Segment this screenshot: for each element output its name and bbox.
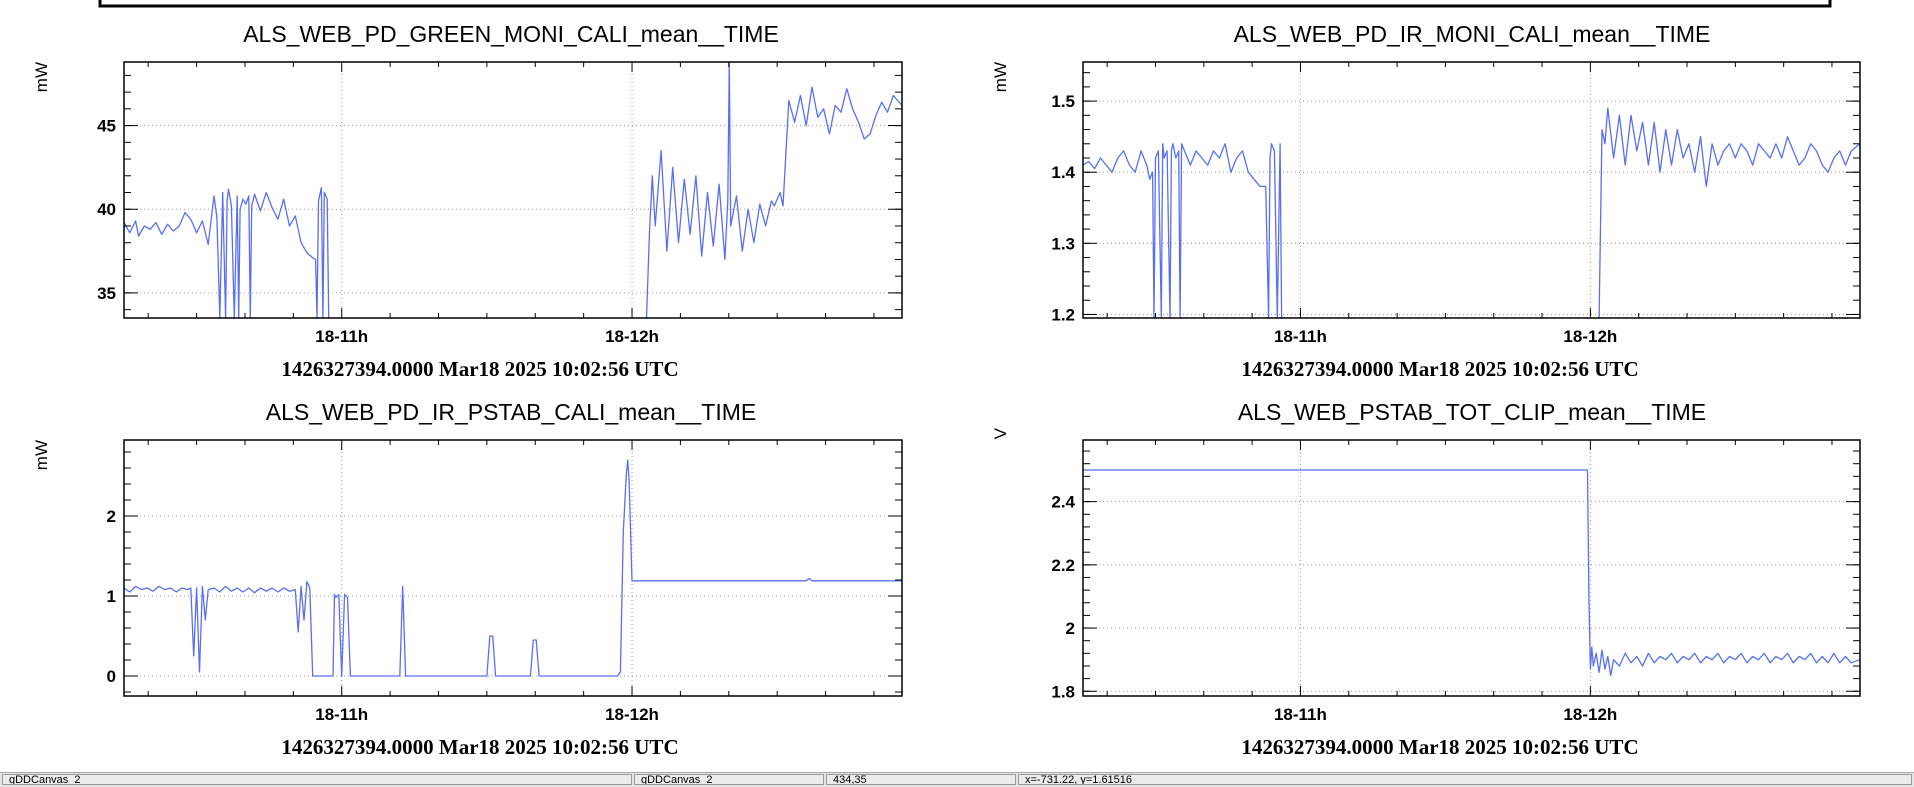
x-tick-label: 18-12h xyxy=(1563,705,1617,724)
status-object-name: gDDCanvas_2 xyxy=(2,774,632,785)
plot-area xyxy=(1083,62,1860,318)
status-object-class: gDDCanvas_2 xyxy=(634,774,824,785)
x-tick-label: 18-11h xyxy=(1274,705,1327,724)
x-tick-label: 18-12h xyxy=(605,327,659,346)
chart-title: ALS_WEB_PD_GREEN_MONI_CALI_mean__TIME xyxy=(243,21,779,47)
chart-title: ALS_WEB_PD_IR_MONI_CALI_mean__TIME xyxy=(1234,21,1711,47)
chart-panel-4: 1.8 2 2.2 2.4 18-11h 18-12h ALS_WEB_PSTAB_TOT_… xyxy=(991,399,1861,759)
y-axis-label: V xyxy=(991,427,1010,439)
y-tick-label: 2 xyxy=(1066,619,1075,638)
x-axis-label: 1426327394.0000 Mar18 2025 10:02:56 UTC xyxy=(1241,735,1638,759)
x-axis-label: 1426327394.0000 Mar18 2025 10:02:56 UTC xyxy=(1241,357,1638,381)
status-pixel-position: 434,35 xyxy=(826,774,1016,785)
plot-area xyxy=(124,440,902,696)
y-tick-label: 1.4 xyxy=(1051,163,1075,182)
plot-frame xyxy=(123,61,903,319)
plot-frame xyxy=(123,439,903,697)
y-tick-label: 1.3 xyxy=(1051,234,1075,253)
y-tick-label: 35 xyxy=(97,284,116,303)
plot-area xyxy=(124,62,902,318)
y-tick-label: 1.5 xyxy=(1051,92,1075,111)
status-bar: gDDCanvas_2 gDDCanvas_2 434,35 x=-731.22… xyxy=(0,772,1914,787)
x-tick-label: 18-11h xyxy=(1274,327,1327,346)
x-tick-label: 18-11h xyxy=(315,705,368,724)
y-tick-label: 40 xyxy=(97,200,116,219)
series-line xyxy=(1598,107,1861,319)
y-tick-label: 0 xyxy=(107,667,116,686)
y-tick-label: 2.4 xyxy=(1051,493,1075,512)
status-coordinates: x=-731.22, y=1.61516 xyxy=(1018,774,1912,785)
y-tick-label: 1 xyxy=(107,587,116,606)
upper-pad-frame xyxy=(98,0,1832,8)
chart-title: ALS_WEB_PSTAB_TOT_CLIP_mean__TIME xyxy=(1238,399,1706,425)
y-axis-label: mW xyxy=(32,62,51,92)
plot-frame xyxy=(1082,61,1861,319)
x-tick-label: 18-12h xyxy=(1563,327,1617,346)
series-line xyxy=(1082,143,1283,319)
y-tick-label: 45 xyxy=(97,117,116,136)
chart-title: ALS_WEB_PD_IR_PSTAB_CALI_mean__TIME xyxy=(266,399,756,425)
series-line xyxy=(123,459,902,677)
y-tick-label: 2 xyxy=(107,507,116,526)
series-line xyxy=(645,61,903,319)
chart-panel-2: 1.2 1.3 1.4 1.5 18-11h 18-12h ALS_WEB_PD_IR_MO… xyxy=(991,21,1861,381)
x-axis-label: 1426327394.0000 Mar18 2025 10:02:56 UTC xyxy=(281,357,678,381)
x-axis-label: 1426327394.0000 Mar18 2025 10:02:56 UTC xyxy=(281,735,678,759)
chart-panel-3: 0 1 2 18-11h 18-12h ALS_WEB_PD_IR_PSTAB_CALI_… xyxy=(32,399,903,759)
y-tick-label: 1.2 xyxy=(1051,305,1075,324)
plot-frame xyxy=(1082,439,1861,697)
x-tick-label: 18-11h xyxy=(315,327,368,346)
plot-canvas[interactable]: 35 40 45 18-11h 18-12h ALS_WEB_PD_GREEN_MONI_… xyxy=(0,0,1914,770)
chart-panel-1: 35 40 45 18-11h 18-12h ALS_WEB_PD_GREEN_MONI_… xyxy=(32,21,903,381)
plot-area xyxy=(1083,440,1860,696)
y-tick-label: 1.8 xyxy=(1051,682,1075,701)
y-axis-label: mW xyxy=(991,62,1010,92)
y-axis-label: mW xyxy=(32,440,51,470)
y-tick-label: 2.2 xyxy=(1051,556,1075,575)
x-tick-label: 18-12h xyxy=(605,705,659,724)
series-line xyxy=(1083,469,1861,677)
